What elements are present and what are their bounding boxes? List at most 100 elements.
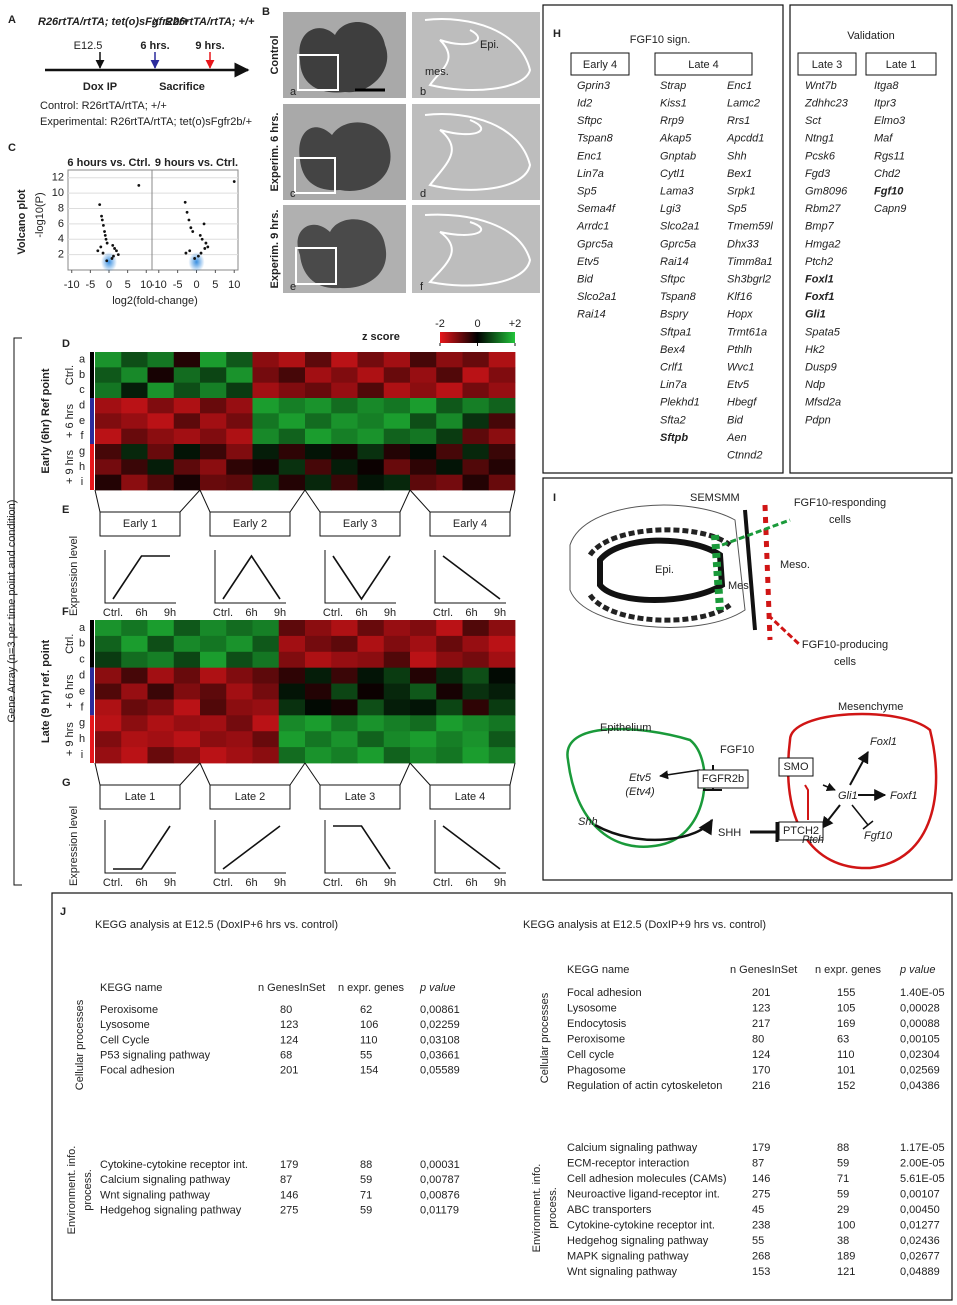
heatmap-cell	[121, 731, 148, 748]
label: c	[290, 188, 296, 200]
heatmap-cell	[488, 635, 516, 653]
label: Epithelium	[600, 722, 651, 734]
gene: Gprc5a	[577, 238, 613, 250]
label: Gene Array (n=3 per time point and condi…	[6, 500, 18, 723]
gene: Crlf1	[660, 362, 683, 374]
gene: Sp5	[577, 186, 597, 198]
table-cell: 110	[837, 1049, 855, 1061]
table-cell: 101	[837, 1064, 855, 1076]
heatmap-cell	[278, 699, 306, 716]
heatmap-cell	[383, 731, 411, 748]
panel-label: H	[553, 28, 561, 40]
heatmap-cell	[462, 635, 490, 653]
row-label: c	[79, 384, 85, 396]
row-label: d	[79, 400, 85, 412]
heatmap-cell	[226, 699, 253, 716]
table-cell: 5.61E-05	[900, 1173, 945, 1185]
section-label: Environment. info.	[66, 1146, 78, 1235]
label: SMO	[783, 761, 809, 773]
gene: Hopx	[727, 309, 753, 321]
heatmap-cell	[95, 667, 122, 684]
gene: Capn9	[874, 203, 906, 215]
table-cell: 110	[360, 1034, 378, 1046]
point	[99, 245, 103, 249]
heatmap-cell	[147, 620, 175, 637]
label: 6 hours vs. Ctrl.	[67, 157, 150, 169]
color-scale	[440, 332, 515, 343]
table-cell: 59	[360, 1205, 372, 1217]
profile-line	[442, 555, 501, 600]
heatmap-cell	[331, 474, 358, 491]
point	[103, 230, 106, 233]
heatmap-cell	[436, 620, 463, 637]
table-cell: 88	[360, 1159, 372, 1171]
gene: Fgf10	[874, 186, 904, 198]
table-cell: 152	[837, 1080, 855, 1092]
cluster-box	[209, 784, 291, 810]
cluster-box	[99, 511, 181, 537]
heatmap-cell	[173, 382, 201, 399]
heatmap-cell	[173, 620, 201, 637]
heatmap-cell	[357, 699, 385, 716]
heatmap-cell	[252, 651, 280, 669]
heatmap-cell	[200, 398, 227, 414]
gene: Rrs1	[727, 115, 750, 127]
heatmap-cell	[278, 398, 306, 414]
label: 9 hours vs. Ctrl.	[155, 157, 238, 169]
gene: Pcsk6	[805, 150, 836, 162]
gene: Id2	[577, 98, 592, 110]
label: X	[151, 16, 160, 28]
heatmap-cell	[357, 413, 385, 430]
point	[183, 200, 187, 204]
gene: Enc1	[727, 80, 752, 92]
table-cell: Hedgehog signaling pathway	[567, 1235, 709, 1247]
cluster-box	[429, 511, 511, 537]
heatmap-cell	[147, 747, 175, 764]
heatmap-cell	[121, 620, 148, 637]
profile-line	[222, 554, 281, 600]
connector	[399, 489, 411, 513]
gene: Foxf1	[805, 291, 834, 303]
heatmap-cell	[200, 715, 227, 732]
gene: Elmo3	[874, 115, 906, 127]
heatmap-cell	[436, 352, 463, 368]
heatmap-cell	[200, 635, 227, 653]
gene: Bmp7	[805, 221, 835, 233]
y-tick-label: 10	[52, 187, 64, 199]
group-label: + 6 hrs	[64, 404, 76, 438]
x-tick-label: 9h	[164, 877, 176, 889]
heatmap-cell	[488, 747, 516, 764]
heatmap-cell	[173, 474, 201, 491]
table-cell: 216	[752, 1080, 770, 1092]
gene: Plekhd1	[660, 397, 700, 409]
gene: Foxl1	[805, 274, 834, 286]
heatmap-cell	[357, 367, 385, 384]
heatmap-cell	[383, 428, 411, 445]
row-label: i	[81, 749, 83, 761]
cluster-name: Late 2	[235, 791, 266, 803]
table-cell: Wnt signaling pathway	[567, 1266, 678, 1278]
label: Experimental: R26rtTA/rtTA; tet(o)sFgfr2…	[40, 116, 252, 128]
table-cell: Neuroactive ligand-receptor int.	[567, 1188, 720, 1200]
table-cell: 179	[280, 1159, 298, 1171]
heatmap-cell	[305, 651, 332, 669]
x-tick-label: 0	[193, 279, 199, 291]
cluster-name: Early 3	[343, 518, 377, 530]
table-cell: 105	[837, 1002, 855, 1014]
gene: Tspan8	[577, 133, 614, 145]
table-cell: 29	[837, 1204, 849, 1216]
heatmap-cell	[488, 620, 516, 637]
table-cell: 0,02304	[900, 1049, 940, 1061]
heatmap-cell	[252, 352, 280, 368]
panel-label: G	[62, 777, 71, 789]
label: Expression level	[68, 536, 80, 616]
heatmap-cell	[488, 731, 516, 748]
gene: Sftpa1	[660, 326, 692, 338]
heatmap-cell	[357, 667, 385, 684]
x-tick-label: 10	[140, 279, 152, 291]
heatmap-cell	[173, 367, 201, 384]
section-label: Environment. info.	[531, 1164, 543, 1253]
heatmap-cell	[200, 731, 227, 748]
label: Experim. 6 hrs.	[269, 113, 281, 192]
micrographs	[283, 12, 540, 293]
